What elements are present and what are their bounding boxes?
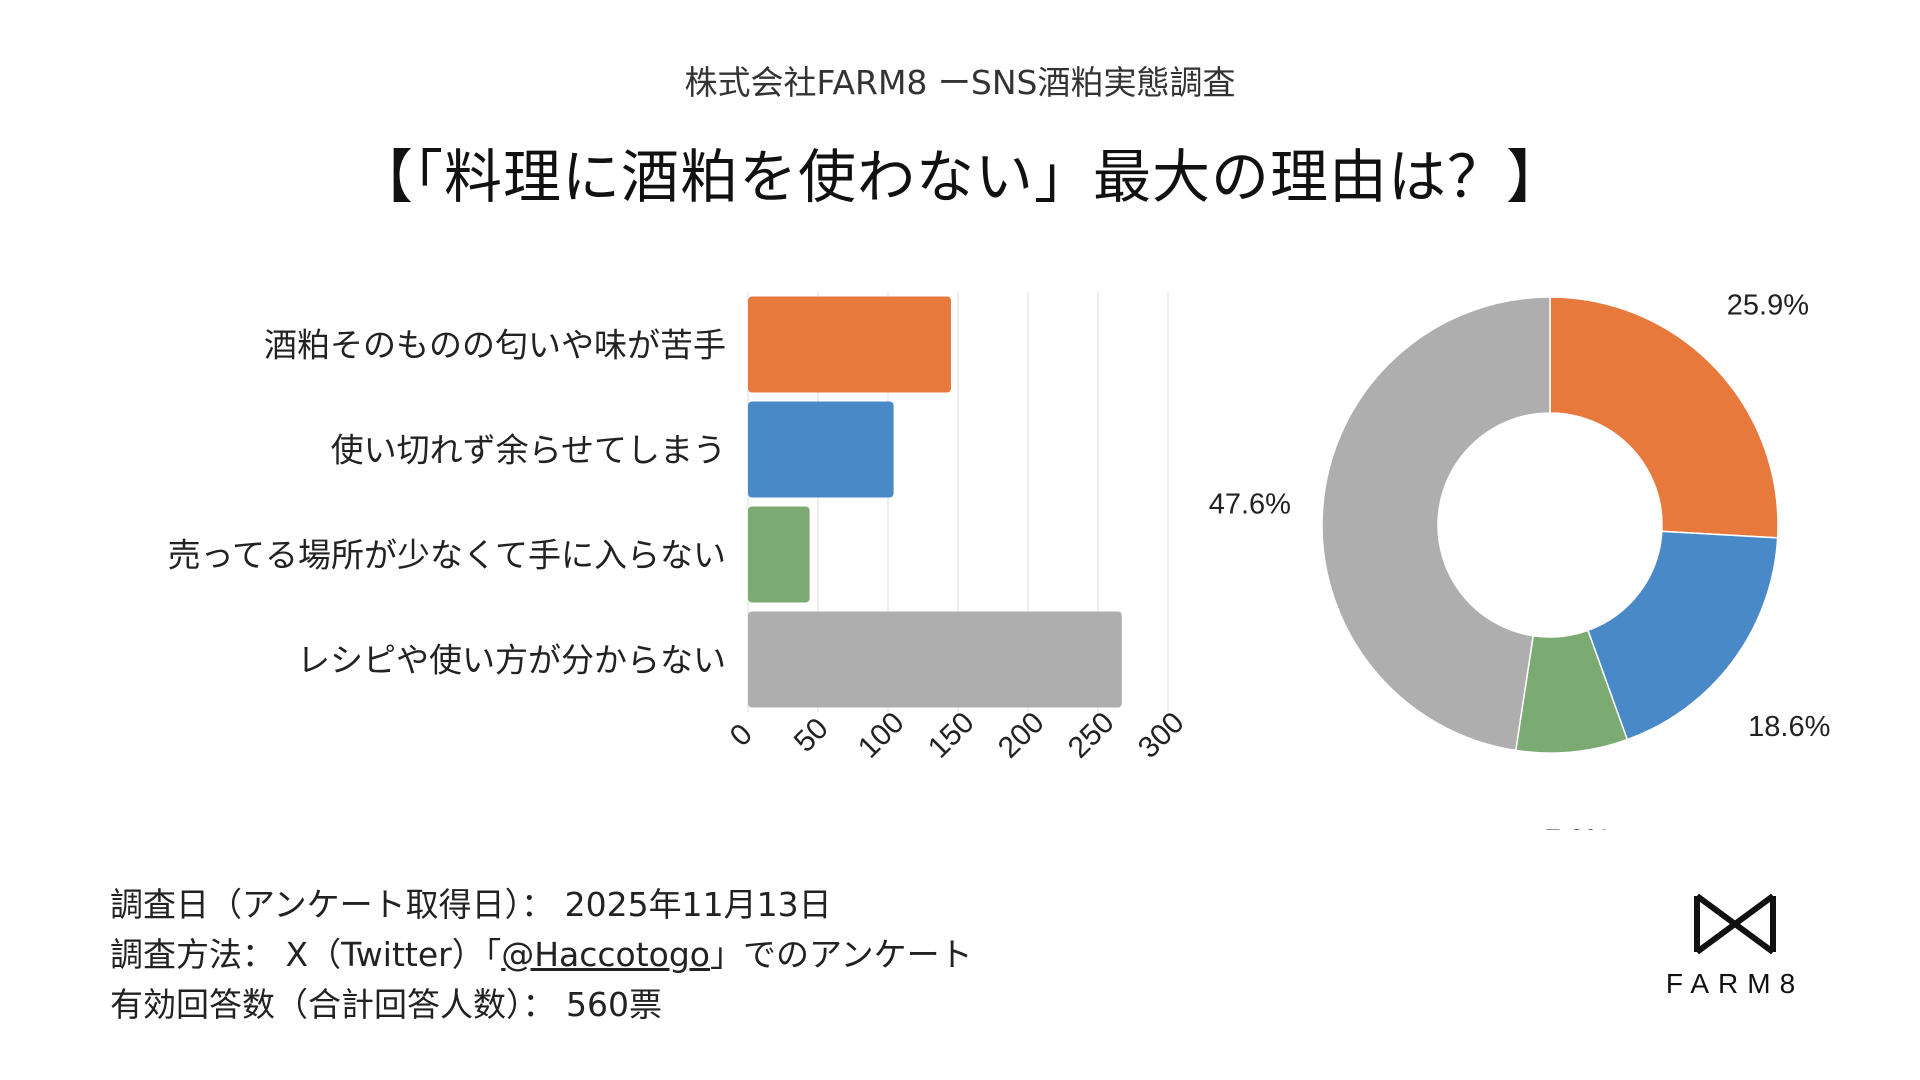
donut-slice: [1321, 296, 1551, 752]
farm8-logo: FARM8: [1655, 882, 1815, 1000]
slice-label: 25.9%: [1727, 290, 1809, 322]
tick-label: 150: [922, 706, 981, 765]
tick-label: 200: [992, 706, 1051, 765]
chart-subtitle: 株式会社FARM8 ーSNS酒粕実態調査: [684, 63, 1236, 102]
category-label: 売ってる場所が少なくて手に入らない: [168, 536, 726, 575]
bowtie-logo-icon: [1694, 893, 1776, 955]
donut-slice: [1586, 530, 1779, 741]
survey-responses: 有効回答数（合計回答人数）： 560票: [110, 985, 662, 1024]
tick-label: 100: [852, 706, 911, 765]
bar: [748, 506, 810, 603]
survey-method: 調査方法： X（Twitter）「@Haccotogo」でのアンケート: [110, 930, 973, 980]
survey-date: 調査日（アンケート取得日）： 2025年11月13日: [110, 885, 832, 924]
donut-chart: 25.9% 18.6% 7.9% 47.6%: [1209, 290, 1831, 830]
chart-title: 【「料理に酒粕を使わない」最大の理由は？】: [354, 143, 1565, 211]
tick-label: 300: [1132, 706, 1191, 765]
bar: [748, 611, 1122, 708]
category-label: 酒粕そのものの匂いや味が苦手: [264, 326, 726, 365]
logo-text: FARM8: [1665, 968, 1805, 999]
bar: [748, 401, 894, 498]
slice-label: 7.9%: [1545, 825, 1611, 830]
tick-label: 250: [1062, 706, 1121, 765]
donut-slice: [1549, 296, 1779, 539]
bar-chart: 酒粕そのものの匂いや味が苦手使い切れず余らせてしまう売ってる場所が少なくて手に入…: [168, 292, 1191, 765]
survey-method-prefix: 調査方法： X（Twitter）「: [110, 935, 502, 974]
tick-label: 0: [724, 718, 759, 753]
survey-footer: 調査日（アンケート取得日）： 2025年11月13日 調査方法： X（Twitt…: [110, 880, 973, 1030]
tick-label: 50: [788, 712, 835, 759]
slice-label: 18.6%: [1748, 711, 1830, 743]
bar: [748, 296, 951, 393]
category-label: レシピや使い方が分からない: [297, 641, 726, 680]
slice-label: 47.6%: [1209, 488, 1291, 520]
twitter-handle-link[interactable]: @Haccotogo: [501, 935, 710, 974]
category-label: 使い切れず余らせてしまう: [331, 431, 726, 470]
survey-method-suffix: 」でのアンケート: [709, 935, 973, 974]
